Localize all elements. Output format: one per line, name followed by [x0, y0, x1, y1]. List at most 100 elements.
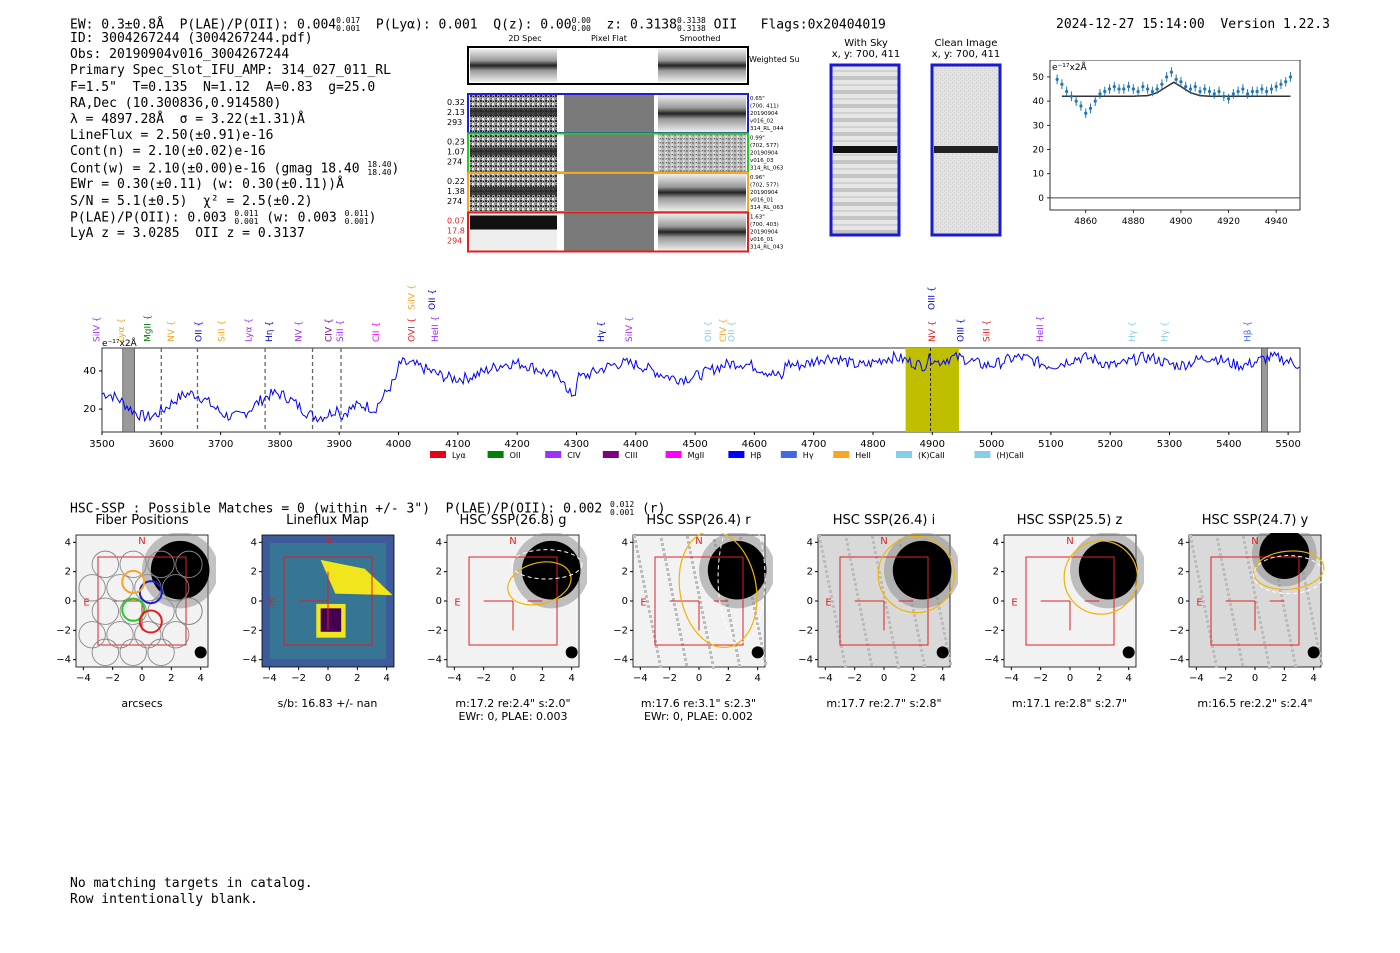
hsc-noise [758, 637, 762, 640]
cutout-row-note: 314_RL_063 [750, 166, 784, 172]
legend-label: MgII [688, 451, 705, 460]
cutout-flat [564, 95, 654, 132]
hsc-noise [1205, 615, 1208, 618]
hsc-noise [690, 561, 694, 564]
hsc-noise [888, 621, 891, 624]
hsc-noise [1195, 565, 1198, 568]
hsc-noise [820, 545, 823, 548]
hsc-xtick-label: 4 [568, 673, 574, 684]
hsc-noise [863, 628, 866, 631]
hsc-noise [1304, 582, 1307, 585]
hsc-noise [854, 583, 857, 586]
info-lineflux: LineFlux = 2.50(±0.91)e-16 [70, 128, 274, 144]
header-z-sup: 0.3138 [676, 16, 706, 25]
fiber-circle [91, 597, 119, 625]
hsc-noise [645, 600, 649, 603]
fit-xtick-label: 4860 [1074, 217, 1097, 227]
info-lambda: λ = 4897.28Å σ = 3.22(±1.31)Å [70, 112, 305, 128]
hsc-noise [1262, 636, 1265, 639]
hsc-ytick-label: 4 [1178, 537, 1184, 548]
hsc-noise [702, 621, 706, 624]
spec-line-label: Hβ { [1244, 321, 1254, 342]
hsc-noise [890, 631, 893, 634]
hsc-panel-title: HSC SSP(26.8) g [459, 513, 567, 528]
line-fit-plot: e⁻¹⁷x2Å 0 10 20 30 40 50 4860 4880 4900 4920 4940 [1033, 60, 1301, 227]
hsc-noise [1250, 576, 1253, 579]
hsc-noise [835, 620, 838, 623]
hsc-noise [1257, 611, 1260, 614]
hsc-ytick-label: −4 [242, 655, 257, 666]
hsc-noise [1221, 563, 1224, 566]
hsc-noise [642, 585, 646, 588]
hsc-panel-caption-2: EWr: 0, PLAE: 0.002 [643, 710, 754, 723]
hsc-noise [654, 645, 658, 648]
hsc-noise [1239, 653, 1242, 656]
hsc-noise [1196, 570, 1199, 573]
hsc-aperture-ellipse [1253, 550, 1325, 591]
fit-point [1288, 75, 1293, 79]
spec-line-label: NV { [167, 321, 177, 342]
spec-xtick-label: 4700 [801, 439, 826, 450]
hsc-noise [731, 634, 735, 637]
hsc-xtick-label: 2 [168, 673, 174, 684]
spec-xtick-label: 5000 [979, 439, 1004, 450]
hsc-noise [939, 612, 942, 615]
hsc-noise [918, 639, 921, 642]
hsc-noise [664, 563, 668, 566]
hsc-noise [1255, 601, 1258, 604]
hsc-ytick-label: −2 [1169, 625, 1184, 636]
hsc-noise [870, 663, 873, 666]
hsc-noise [887, 616, 890, 619]
info-lya: LyA z = 3.0285 OII z = 0.3137 [70, 226, 305, 242]
hsc-noise [1314, 632, 1317, 635]
hsc-noise [1232, 618, 1235, 621]
col-flat-label: Pixel Flat [591, 34, 627, 43]
hsc-xtick-label: 0 [1066, 673, 1072, 684]
spec-ylabel: e⁻¹⁷x2Å [102, 337, 138, 349]
hsc-noise [1245, 551, 1248, 554]
hsc-xtick-label: −4 [1189, 673, 1204, 684]
hsc-east-label: E [1196, 597, 1202, 608]
cutout-row-note: v016_02 [750, 119, 774, 125]
hsc-xtick-label: −4 [818, 673, 833, 684]
hsc-xtick-label: 0 [139, 673, 145, 684]
hsc-noise [663, 558, 667, 561]
hsc-ytick-label: 2 [250, 567, 256, 578]
hsc-noise [691, 566, 695, 569]
hsc-noise [695, 586, 699, 589]
hsc-noise [687, 546, 691, 549]
info-params: F=1.5" T=0.135 N=1.12 A=0.83 g=25.0 [70, 79, 376, 95]
header-z-sub: 0.3138 [676, 24, 706, 33]
hsc-noise [1283, 609, 1286, 612]
hsc-noise [885, 606, 888, 609]
fit-point [1126, 85, 1131, 89]
cutout-row-value: 1.38 [447, 187, 465, 196]
hsc-noise [945, 642, 948, 645]
header-version: Version 1.22.3 [1220, 17, 1330, 32]
hsc-east-label: E [640, 597, 646, 608]
hsc-noise [1238, 648, 1241, 651]
hsc-noise [1311, 617, 1314, 620]
hsc-noise [1261, 631, 1264, 634]
hsc-noise [693, 576, 697, 579]
fit-axes-frame [1049, 60, 1301, 211]
hsc-panel-caption: s/b: 16.83 +/- nan [277, 697, 378, 710]
hsc-panel-caption-2: EWr: 0, PLAE: 0.003 [458, 710, 568, 723]
hsc-noise [943, 632, 946, 635]
hsc-noise [1236, 638, 1239, 641]
hsc-noise [913, 614, 916, 617]
hsc-noise [834, 615, 837, 618]
fit-xtick-label: 4920 [1217, 217, 1240, 227]
hsc-noise [1320, 662, 1323, 665]
hsc-noise [853, 578, 856, 581]
info-id: ID: 3004267244 (3004267244.pdf) [70, 31, 313, 46]
hsc-noise [1216, 538, 1219, 541]
fit-point [1226, 97, 1231, 101]
info-radec: RA,Dec (10.300836,0.914580) [70, 95, 282, 111]
hsc-panel: N E −4 −4 −2 −2 0 0 2 2 4 4 [242, 534, 394, 684]
hsc-noise [1260, 626, 1263, 629]
hsc-noise [1217, 543, 1220, 546]
fit-ytick-label: 30 [1033, 121, 1045, 131]
hsc-east-label: E [1011, 597, 1017, 608]
hsc-noise [874, 551, 877, 554]
